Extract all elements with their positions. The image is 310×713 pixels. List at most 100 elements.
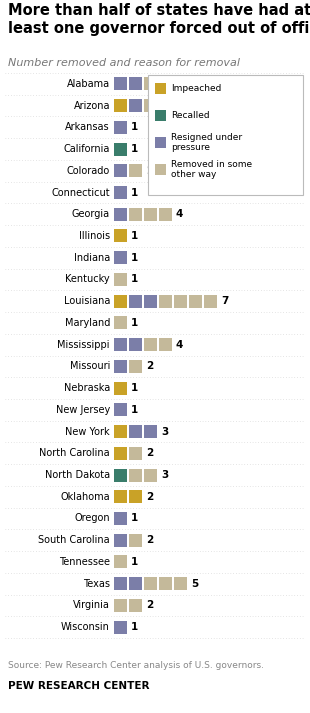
Bar [129,534,142,547]
Text: 2: 2 [146,492,153,502]
Text: Connecticut: Connecticut [51,188,110,198]
Text: 5: 5 [191,579,198,589]
Text: Arkansas: Arkansas [65,123,110,133]
Bar [114,251,127,265]
Text: Recalled: Recalled [171,111,210,120]
Text: Arizona: Arizona [73,101,110,111]
Bar [114,143,127,155]
Text: Number removed and reason for removal: Number removed and reason for removal [8,58,240,68]
Text: Texas: Texas [83,579,110,589]
Text: New Jersey: New Jersey [56,405,110,415]
Bar [129,78,142,91]
Bar [129,425,142,438]
Text: 2: 2 [146,600,153,610]
Bar [129,599,142,612]
Text: Colorado: Colorado [67,166,110,176]
Bar [129,468,142,481]
Text: Impeached: Impeached [171,84,221,93]
Bar [144,425,157,438]
Text: 1: 1 [131,318,138,328]
Text: More than half of states have had at
least one governor forced out of office: More than half of states have had at lea… [8,3,310,36]
Text: PEW RESEARCH CENTER: PEW RESEARCH CENTER [8,681,149,691]
Text: 2: 2 [146,361,153,371]
Text: 2: 2 [146,166,153,176]
Bar [129,577,142,590]
Bar [114,534,127,547]
Text: 3: 3 [161,426,168,436]
Text: Oklahoma: Oklahoma [60,492,110,502]
Text: Wisconsin: Wisconsin [61,622,110,632]
Bar [114,425,127,438]
Text: North Dakota: North Dakota [45,470,110,480]
Bar [144,207,157,221]
Text: 1: 1 [131,231,138,241]
Bar [114,381,127,394]
Bar [114,599,127,612]
Text: New York: New York [65,426,110,436]
Text: 2: 2 [146,448,153,458]
Bar [129,338,142,351]
Bar [114,468,127,481]
Text: 1: 1 [131,557,138,567]
Text: Removed in some
other way: Removed in some other way [171,160,252,179]
Text: 1: 1 [131,513,138,523]
Text: 1: 1 [131,622,138,632]
Bar [114,120,127,134]
Bar [114,78,127,91]
Bar [159,338,172,351]
Bar [114,317,127,329]
Bar [114,447,127,460]
Bar [114,360,127,373]
Bar [114,338,127,351]
Bar [144,99,157,112]
Text: Indiana: Indiana [74,252,110,262]
Text: South Carolina: South Carolina [38,535,110,545]
Text: Oregon: Oregon [74,513,110,523]
Bar [114,577,127,590]
Bar [159,294,172,308]
Text: Tennessee: Tennessee [59,557,110,567]
Bar [155,164,166,175]
Bar [144,468,157,481]
Bar [114,164,127,178]
Text: California: California [64,144,110,154]
Bar [148,75,303,195]
Text: Maryland: Maryland [64,318,110,328]
Bar [129,491,142,503]
Bar [155,137,166,148]
Text: 1: 1 [131,123,138,133]
Bar [159,207,172,221]
Text: 4: 4 [176,339,184,349]
Bar [159,577,172,590]
Text: 3: 3 [161,470,168,480]
Bar [129,164,142,178]
Text: 1: 1 [131,144,138,154]
Text: Louisiana: Louisiana [64,296,110,306]
Bar [155,83,166,94]
Text: Virginia: Virginia [73,600,110,610]
Bar [129,294,142,308]
Bar [114,273,127,286]
Text: Alabama: Alabama [67,79,110,89]
Bar [174,294,187,308]
Bar [204,294,217,308]
Text: Kentucky: Kentucky [65,275,110,284]
Bar [114,230,127,242]
Bar [144,577,157,590]
Text: 1: 1 [131,275,138,284]
Bar [174,577,187,590]
Bar [144,294,157,308]
Text: 7: 7 [221,296,228,306]
Text: Source: Pew Research Center analysis of U.S. governors.: Source: Pew Research Center analysis of … [8,661,264,670]
Bar [129,207,142,221]
Bar [114,294,127,308]
Bar [129,360,142,373]
Bar [114,404,127,416]
Text: Mississippi: Mississippi [57,339,110,349]
Bar [114,186,127,199]
Text: 1: 1 [131,188,138,198]
Text: Nebraska: Nebraska [64,383,110,393]
Text: Georgia: Georgia [72,209,110,220]
Text: 2: 2 [146,535,153,545]
Text: North Carolina: North Carolina [39,448,110,458]
